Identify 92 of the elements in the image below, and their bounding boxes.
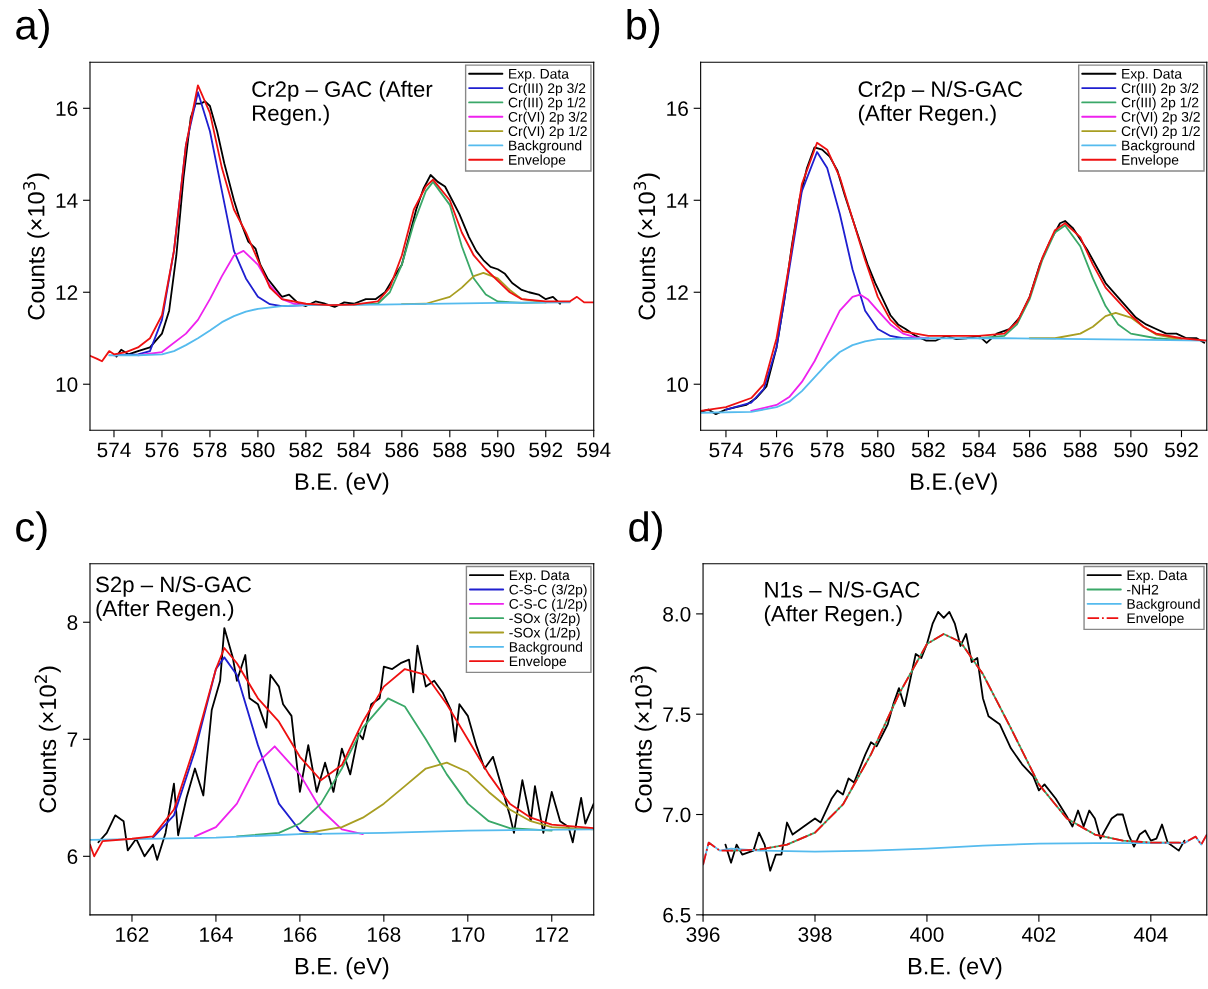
x-tick-label: 582 — [289, 442, 323, 458]
x-tick-label: 166 — [284, 927, 317, 942]
x-tick-label: 170 — [452, 927, 485, 942]
x-tick-label: 584 — [337, 442, 371, 458]
y-tick-label: 14 — [56, 193, 78, 208]
y-tick-label: 6 — [67, 849, 78, 865]
annotation: N1s – N/S-GAC (After Regen.) — [764, 581, 920, 626]
x-tick-label: 584 — [962, 442, 996, 458]
x-tick-label: 404 — [1133, 927, 1168, 942]
x-tick-label: 586 — [385, 442, 419, 458]
y-tick-label: 7.0 — [663, 807, 691, 823]
y-tick-label: 12 — [667, 285, 688, 300]
y-tick-label: 16 — [667, 101, 688, 117]
x-tick-label: 590 — [481, 442, 515, 458]
chart-title: d) — [629, 511, 662, 550]
chart-title: c) — [16, 511, 47, 550]
legend-label: Cr(III) 2p 3/2 — [1121, 82, 1199, 96]
x-tick-label: 590 — [1114, 442, 1148, 458]
x-tick-label: 592 — [1164, 442, 1198, 458]
y-tick-label: 7.5 — [663, 707, 691, 722]
x-tick-label: 162 — [116, 927, 149, 942]
y-tick-label: 8 — [67, 615, 78, 630]
x-tick-label: 576 — [760, 442, 794, 458]
x-axis-title: B.E.(eV) — [911, 472, 997, 495]
legend-label: Cr(VI) 2p 1/2 — [508, 125, 587, 139]
x-tick-label: 576 — [145, 442, 179, 458]
annotation: Cr2p – N/S-GAC (After Regen.) — [858, 80, 1023, 126]
x-tick-label: 578 — [193, 442, 227, 458]
y-axis-title: Counts (×10$^{2}$) — [34, 666, 61, 813]
legend-label: C-S-C (3/2p) — [509, 584, 587, 598]
line-series — [108, 301, 571, 357]
legend-label: Exp. Data — [509, 570, 570, 583]
y-tick-label: 14 — [667, 193, 689, 208]
y-axis-title: Counts (×10$^{3}$) — [23, 173, 50, 320]
legend-label: Exp. Data — [1122, 69, 1183, 82]
x-tick-label: 580 — [241, 442, 275, 458]
legend-label: Exp. Data — [509, 69, 569, 82]
x-axis-title: B.E. (eV) — [295, 957, 389, 980]
x-tick-label: 172 — [535, 927, 569, 942]
legend-label: Envelope — [509, 154, 566, 168]
legend-label: C-S-C (1/2p) — [509, 598, 587, 612]
chart-title: b) — [627, 9, 660, 48]
legend-label: Cr(VI) 2p 3/2 — [1121, 111, 1200, 125]
legend-label: Cr(III) 2p 3/2 — [508, 82, 586, 96]
x-tick-label: 582 — [911, 442, 945, 458]
line-series — [703, 633, 1207, 866]
x-tick-label: 580 — [861, 442, 895, 458]
legend-label: Envelope — [509, 656, 567, 669]
y-tick-label: 7 — [67, 732, 78, 747]
x-tick-label: 574 — [97, 442, 131, 458]
y-tick-label: 10 — [667, 377, 689, 392]
y-tick-label: 10 — [56, 377, 78, 392]
legend-label: Cr(III) 2p 1/2 — [508, 97, 586, 111]
legend-label: Background — [509, 641, 582, 655]
x-axis-title: B.E. (eV) — [295, 472, 389, 495]
annotation: S2p – N/S-GAC (After Regen.) — [96, 576, 252, 621]
legend-label: -NH2 — [1127, 584, 1159, 595]
x-tick-label: 164 — [200, 927, 233, 942]
x-tick-label: 586 — [1013, 442, 1047, 458]
legend-label: Envelope — [1127, 612, 1184, 626]
x-tick-label: 400 — [910, 927, 944, 942]
legend-label: Cr(III) 2p 1/2 — [1121, 97, 1199, 111]
x-tick-label: 398 — [798, 927, 832, 942]
y-axis-title: Counts (×10$^{3}$) — [633, 173, 660, 320]
legend-label: Envelope — [1122, 154, 1179, 168]
annotation: Cr2p – GAC (After Regen.) — [252, 80, 433, 126]
legend-label: Cr(VI) 2p 3/2 — [508, 111, 587, 125]
y-tick-label: 6.5 — [663, 907, 691, 923]
y-tick-label: 8.0 — [663, 606, 691, 622]
x-tick-label: 168 — [368, 927, 401, 942]
y-axis-title: Counts (×10$^{3}$) — [630, 666, 657, 813]
legend-label: -SOx (1/2p) — [509, 627, 580, 641]
legend-label: Background — [509, 140, 582, 154]
x-tick-label: 396 — [686, 927, 720, 942]
line-series — [90, 828, 594, 841]
x-tick-label: 574 — [709, 442, 743, 458]
legend-label: Exp. Data — [1127, 570, 1188, 583]
x-tick-label: 578 — [810, 442, 844, 458]
legend-label: Background — [1122, 140, 1195, 154]
x-tick-label: 588 — [1063, 442, 1097, 458]
line-series — [194, 745, 364, 838]
y-tick-label: 16 — [56, 101, 78, 117]
legend-label: Cr(VI) 2p 1/2 — [1121, 125, 1200, 139]
x-tick-label: 592 — [529, 442, 563, 458]
y-tick-label: 12 — [56, 285, 78, 300]
chart-title: a) — [16, 9, 49, 48]
legend-label: Background — [1127, 598, 1200, 612]
legend-label: -SOx (3/2p) — [509, 612, 580, 626]
x-tick-label: 594 — [577, 442, 611, 458]
x-tick-label: 402 — [1021, 927, 1056, 942]
x-tick-label: 588 — [433, 442, 467, 458]
x-axis-title: B.E. (eV) — [908, 957, 1002, 980]
